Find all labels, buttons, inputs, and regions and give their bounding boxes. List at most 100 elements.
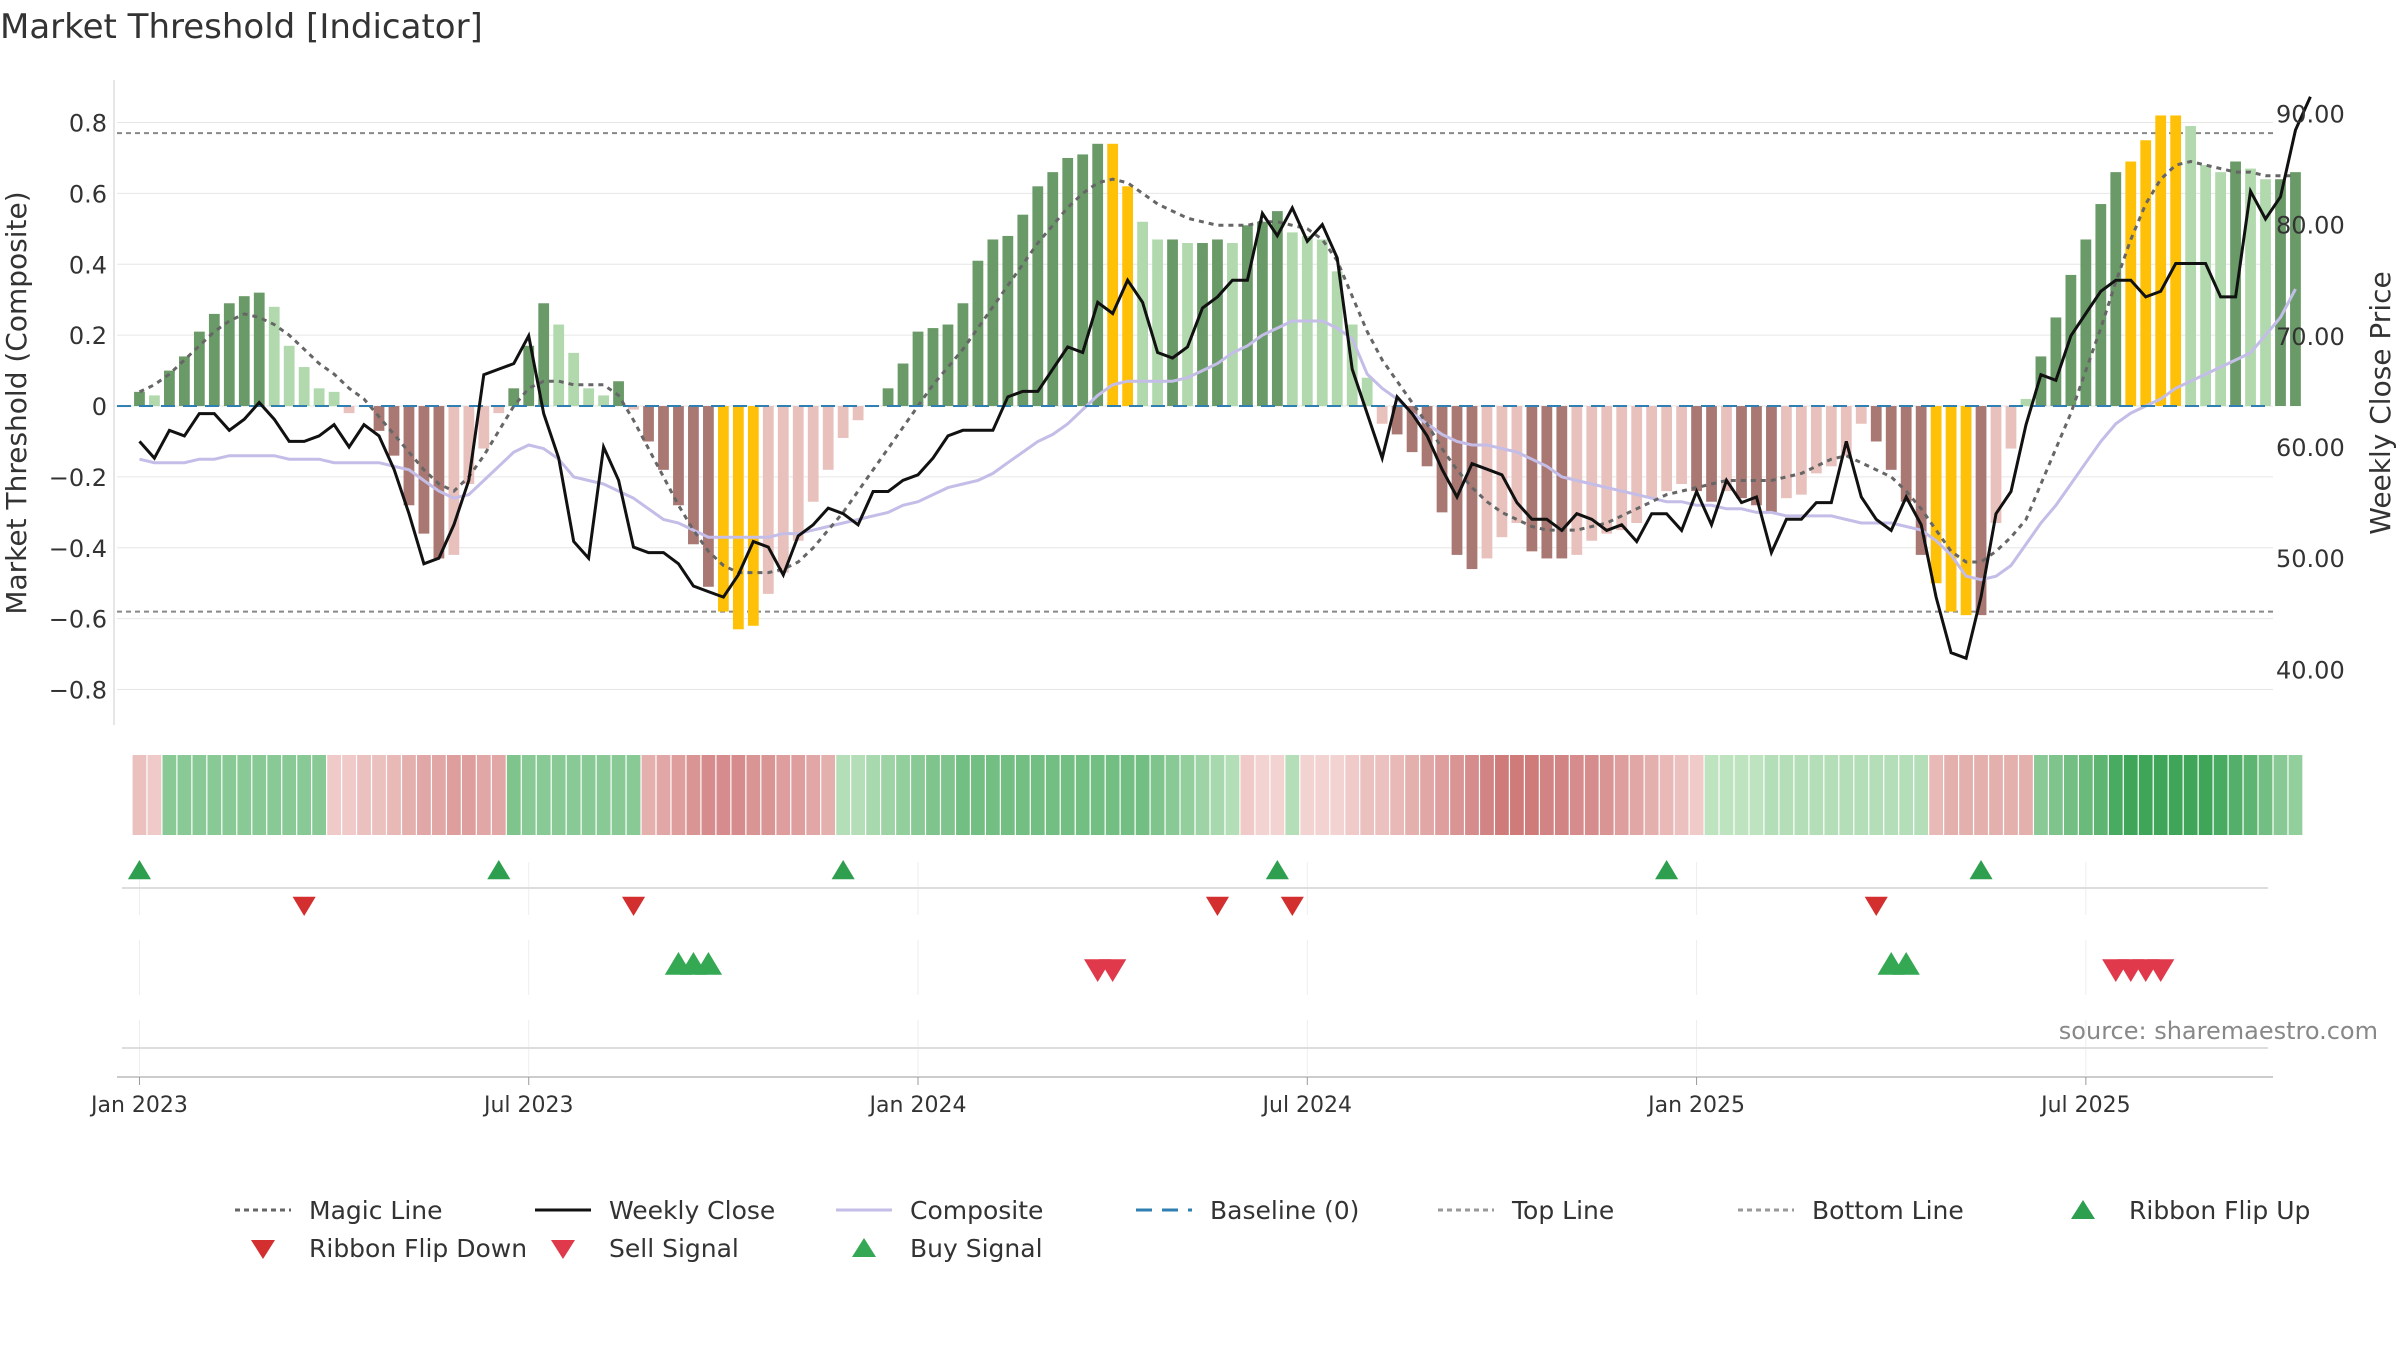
ribbon-cell [671, 755, 686, 835]
ribbon-cell [1884, 755, 1899, 835]
left-tick-label: 0.4 [69, 251, 107, 279]
left-tick-label: 0 [92, 393, 107, 421]
ribbon-cell [1105, 755, 1120, 835]
ribbon-flip-down-marker [292, 896, 316, 916]
histogram-bar [777, 406, 789, 573]
sell-signal-marker [1099, 959, 1127, 982]
ribbon-cell [911, 755, 925, 835]
legend-triangle-down-icon [251, 1240, 275, 1259]
ribbon-cell [851, 755, 866, 835]
ribbon-cell [357, 755, 371, 835]
legend-symbol [2071, 1200, 2095, 1219]
right-tick-label: 40.00 [2276, 656, 2345, 684]
ribbon-cell [1659, 755, 1674, 835]
histogram-bar [164, 370, 175, 407]
ribbon-cell [1225, 755, 1240, 835]
histogram-bar [283, 345, 295, 407]
ribbon-flip-up-marker [1655, 860, 1679, 880]
ribbon-cell [1405, 755, 1419, 835]
histogram-bar [2080, 239, 2092, 407]
ribbon-cell [1060, 755, 1075, 835]
ribbon-flip-up-marker [127, 860, 152, 880]
ribbon-cell [372, 755, 386, 835]
x-tick-label: Jan 2023 [89, 1093, 188, 1118]
histogram-bar [2230, 161, 2241, 407]
ribbon-cell [1944, 755, 1958, 835]
histogram-bar [253, 292, 265, 407]
histogram-bar [2275, 179, 2286, 407]
histogram-bar [1930, 406, 1942, 584]
left-tick-label: −0.4 [49, 535, 107, 563]
left-tick-label: 0.2 [69, 322, 107, 350]
ribbon-cell [1150, 755, 1165, 835]
ribbon-cell [252, 755, 267, 835]
ribbon-cell [1255, 755, 1270, 835]
histogram-bar [2200, 165, 2212, 407]
ribbon-cell [1614, 755, 1629, 835]
ribbon-cell [267, 755, 282, 835]
legend-item: Top Line [1438, 1195, 1614, 1225]
ribbon-cell [1045, 755, 1060, 835]
ribbon-cell [1465, 755, 1479, 835]
ribbon-cell [1345, 755, 1360, 835]
legend-symbol [535, 1208, 591, 1212]
histogram-bar [1331, 271, 1343, 407]
legend-symbol [1738, 1208, 1794, 1212]
histogram-bar [2170, 115, 2182, 407]
histogram-bar [1945, 406, 1957, 612]
histogram-bar [1152, 239, 1163, 407]
histogram-bar [1316, 239, 1328, 407]
histogram-bar [628, 406, 639, 410]
legend-triangle-up-icon [852, 1238, 876, 1257]
ribbon-cell [432, 755, 446, 835]
histogram-bar [1466, 406, 1478, 570]
histogram-bar [972, 260, 984, 407]
ribbon-cell [2063, 755, 2078, 835]
histogram-bar [747, 406, 759, 626]
ribbon-cell [1015, 755, 1030, 835]
histogram-bar [1766, 406, 1777, 513]
ribbon-cell [1704, 755, 1719, 835]
ribbon-cell [2123, 755, 2138, 835]
histogram-bar [1795, 406, 1807, 495]
ribbon-cell [1794, 755, 1809, 835]
right-tick-label: 60.00 [2276, 434, 2345, 462]
legend-item: Ribbon Flip Up [2055, 1195, 2310, 1225]
ribbon-cell [1000, 755, 1015, 835]
legend-item: Composite [836, 1195, 1043, 1225]
ribbon-cell [387, 755, 401, 835]
histogram-bar [1810, 406, 1822, 474]
left-tick-label: 0.6 [69, 180, 107, 208]
chart-legend: Magic Line Weekly Close Composite Baseline … [0, 1195, 2400, 1285]
ribbon-cell [1360, 755, 1375, 835]
histogram-bar [1167, 239, 1178, 407]
ribbon-cell [611, 755, 626, 835]
histogram-bar [1616, 406, 1628, 531]
legend-symbol [836, 1208, 892, 1212]
ribbon-cell [2019, 755, 2033, 835]
histogram-bar [732, 406, 744, 630]
legend-item: Ribbon Flip Down [235, 1233, 527, 1263]
ribbon-cell [1629, 755, 1644, 835]
ribbon-cell [1420, 755, 1434, 835]
ribbon-cell [1210, 755, 1225, 835]
histogram-bar [2035, 356, 2047, 407]
ribbon-cell [327, 755, 341, 835]
ribbon-cell [1539, 755, 1554, 835]
histogram-bar [2005, 406, 2017, 449]
legend-item: Buy Signal [836, 1233, 1043, 1263]
ribbon-cell [1390, 755, 1405, 835]
legend-triangle-down-icon [551, 1240, 575, 1259]
ribbon-cell [581, 755, 596, 835]
histogram-bar [403, 406, 415, 506]
histogram-bar [1137, 221, 1148, 407]
histogram-bar [134, 391, 145, 407]
histogram-bar [2140, 140, 2152, 407]
histogram-bar [1960, 406, 1972, 616]
histogram-bar [478, 406, 490, 449]
ribbon-cell [746, 755, 761, 835]
ribbon-flip-up-marker [1969, 860, 1993, 880]
histogram-bar [1182, 243, 1193, 407]
histogram-bar [523, 345, 535, 407]
